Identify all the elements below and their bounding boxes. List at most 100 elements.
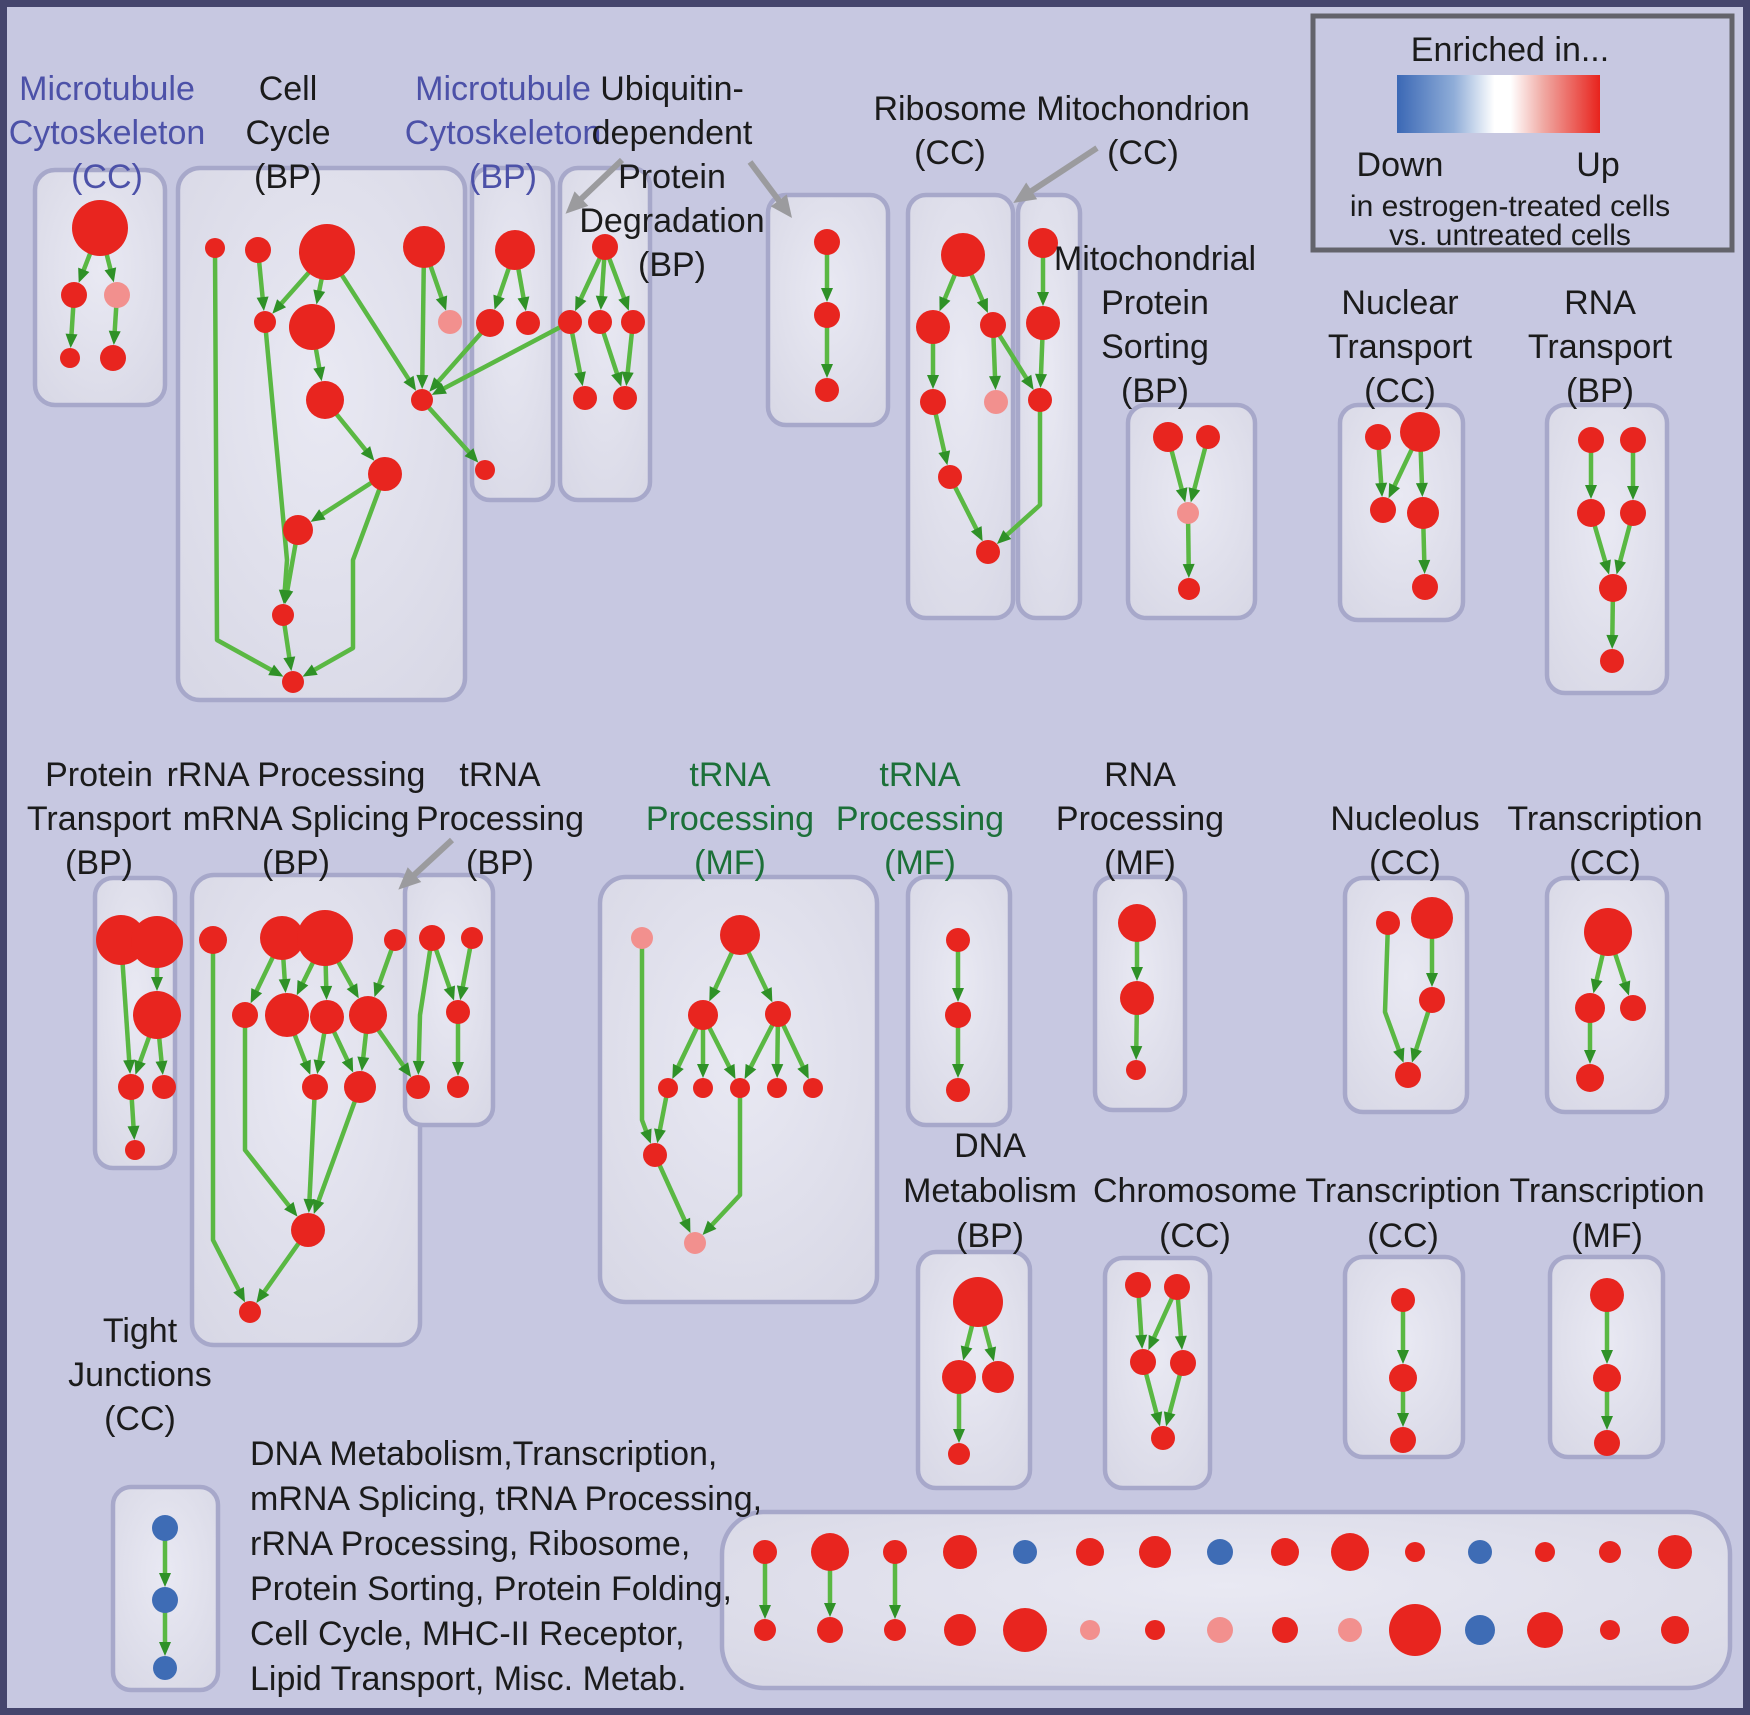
go-term-node xyxy=(573,386,597,410)
group-label-microtubule-cytoskeleton-bp: (BP) xyxy=(469,158,537,196)
group-box-rna-transport-bp xyxy=(1544,402,1670,696)
go-term-node xyxy=(104,282,130,308)
edge xyxy=(210,953,245,1303)
go-term-node xyxy=(948,1443,970,1465)
edge xyxy=(313,348,326,382)
go-term-node xyxy=(1130,1349,1156,1375)
group-box-transcription-cc-row2 xyxy=(1544,875,1670,1115)
go-term-node xyxy=(1578,427,1604,453)
group-label-ubiquitin-degradation-box-b: (BP) xyxy=(638,246,706,284)
go-term-node xyxy=(153,1656,177,1680)
go-term-node xyxy=(1620,995,1646,1021)
go-term-node xyxy=(1535,1542,1555,1562)
go-term-node xyxy=(61,282,87,308)
edge xyxy=(988,336,1001,391)
edge xyxy=(331,1030,354,1073)
go-term-node xyxy=(814,229,840,255)
edge xyxy=(1035,338,1048,389)
edge xyxy=(709,951,735,1002)
go-term-node xyxy=(283,515,313,545)
go-term-node xyxy=(1003,1608,1047,1652)
go-term-node xyxy=(767,1078,787,1098)
edge xyxy=(982,1324,997,1362)
legend-up-label: Up xyxy=(1576,146,1619,184)
go-term-node xyxy=(1389,1604,1441,1656)
edge xyxy=(428,265,448,311)
edge xyxy=(1415,450,1428,498)
group-label-nuclear-transport-cc: Nuclear xyxy=(1341,284,1458,322)
group-label-dna-metabolism-bp: DNA xyxy=(954,1127,1026,1165)
go-term-node xyxy=(406,1075,430,1099)
group-label-trna-processing-mf-small: (MF) xyxy=(884,844,956,882)
go-term-node xyxy=(1026,306,1060,340)
edge xyxy=(781,1023,809,1079)
go-term-node xyxy=(1013,1540,1037,1564)
edge xyxy=(601,331,623,387)
edge xyxy=(654,1096,669,1144)
edge xyxy=(1418,527,1431,575)
group-label-transcription-cc-row3: Transcription xyxy=(1305,1172,1500,1210)
edge xyxy=(1614,524,1633,575)
go-term-node xyxy=(588,310,612,334)
edge xyxy=(357,1032,370,1072)
edge xyxy=(104,253,117,283)
edge xyxy=(263,331,291,605)
group-label-trna-processing-bp: tRNA xyxy=(459,756,541,794)
edge xyxy=(657,1164,691,1233)
go-term-node xyxy=(72,200,128,256)
group-label-rna-processing-mf: (MF) xyxy=(1104,844,1176,882)
go-term-node xyxy=(302,1074,328,1100)
go-term-node xyxy=(291,1213,325,1247)
group-label-ubiquitin-degradation-box-b: Ubiquitin- xyxy=(600,70,744,108)
go-term-node xyxy=(265,993,309,1037)
edge xyxy=(771,1025,784,1079)
group-label-trna-processing-mf-large: (MF) xyxy=(694,844,766,882)
edge xyxy=(1148,1297,1175,1351)
legend-title: Enriched in... xyxy=(1411,31,1609,69)
go-term-node xyxy=(1584,908,1632,956)
go-term-node xyxy=(815,378,839,402)
edge xyxy=(569,332,586,387)
go-term-node xyxy=(131,916,183,968)
go-term-node xyxy=(495,230,535,270)
go-term-node xyxy=(245,237,271,263)
edge xyxy=(282,624,296,672)
go-term-node xyxy=(282,671,304,693)
label-pointer-arrow xyxy=(1013,145,1099,203)
group-box-transcription-cc-row3 xyxy=(1342,1254,1466,1460)
go-term-node xyxy=(1575,993,1605,1023)
group-box-nuclear-transport-cc xyxy=(1337,402,1466,623)
edge xyxy=(272,270,311,314)
go-term-node xyxy=(1145,1620,1165,1640)
go-term-node xyxy=(1576,1064,1604,1092)
go-term-node xyxy=(883,1540,907,1564)
go-term-node xyxy=(982,1361,1014,1393)
group-label-trna-processing-bp: (BP) xyxy=(466,844,534,882)
legend-subtitle-line2: vs. untreated cells xyxy=(1389,219,1631,252)
group-label-microtubule-cytoskeleton-bp: Cytoskeleton xyxy=(405,114,602,152)
go-term-node xyxy=(1661,1616,1689,1644)
edge xyxy=(256,261,269,312)
group-label-mitochondrion-cc: Mitochondrion xyxy=(1036,90,1250,128)
go-term-node xyxy=(753,1540,777,1564)
go-term-node xyxy=(438,310,462,334)
edge xyxy=(1182,522,1195,579)
go-term-node xyxy=(419,925,445,951)
go-term-node xyxy=(118,1074,144,1100)
go-term-node xyxy=(446,1000,470,1024)
go-term-node xyxy=(1400,412,1440,452)
group-label-mitochondrial-protein-sorting-bp: Sorting xyxy=(1101,328,1209,366)
edge xyxy=(746,951,773,1003)
edge xyxy=(320,964,333,1001)
go-term-node xyxy=(803,1078,823,1098)
edge xyxy=(278,958,291,994)
edge xyxy=(672,1026,699,1079)
misc-collection-text: Protein Sorting, Protein Folding, xyxy=(250,1570,732,1608)
edge xyxy=(621,332,635,387)
go-term-node xyxy=(941,233,985,277)
go-term-node xyxy=(100,345,126,371)
go-term-node xyxy=(1125,1272,1151,1298)
group-label-trna-processing-mf-small: Processing xyxy=(836,800,1004,838)
group-label-chromosome-cc: (CC) xyxy=(1159,1217,1231,1255)
